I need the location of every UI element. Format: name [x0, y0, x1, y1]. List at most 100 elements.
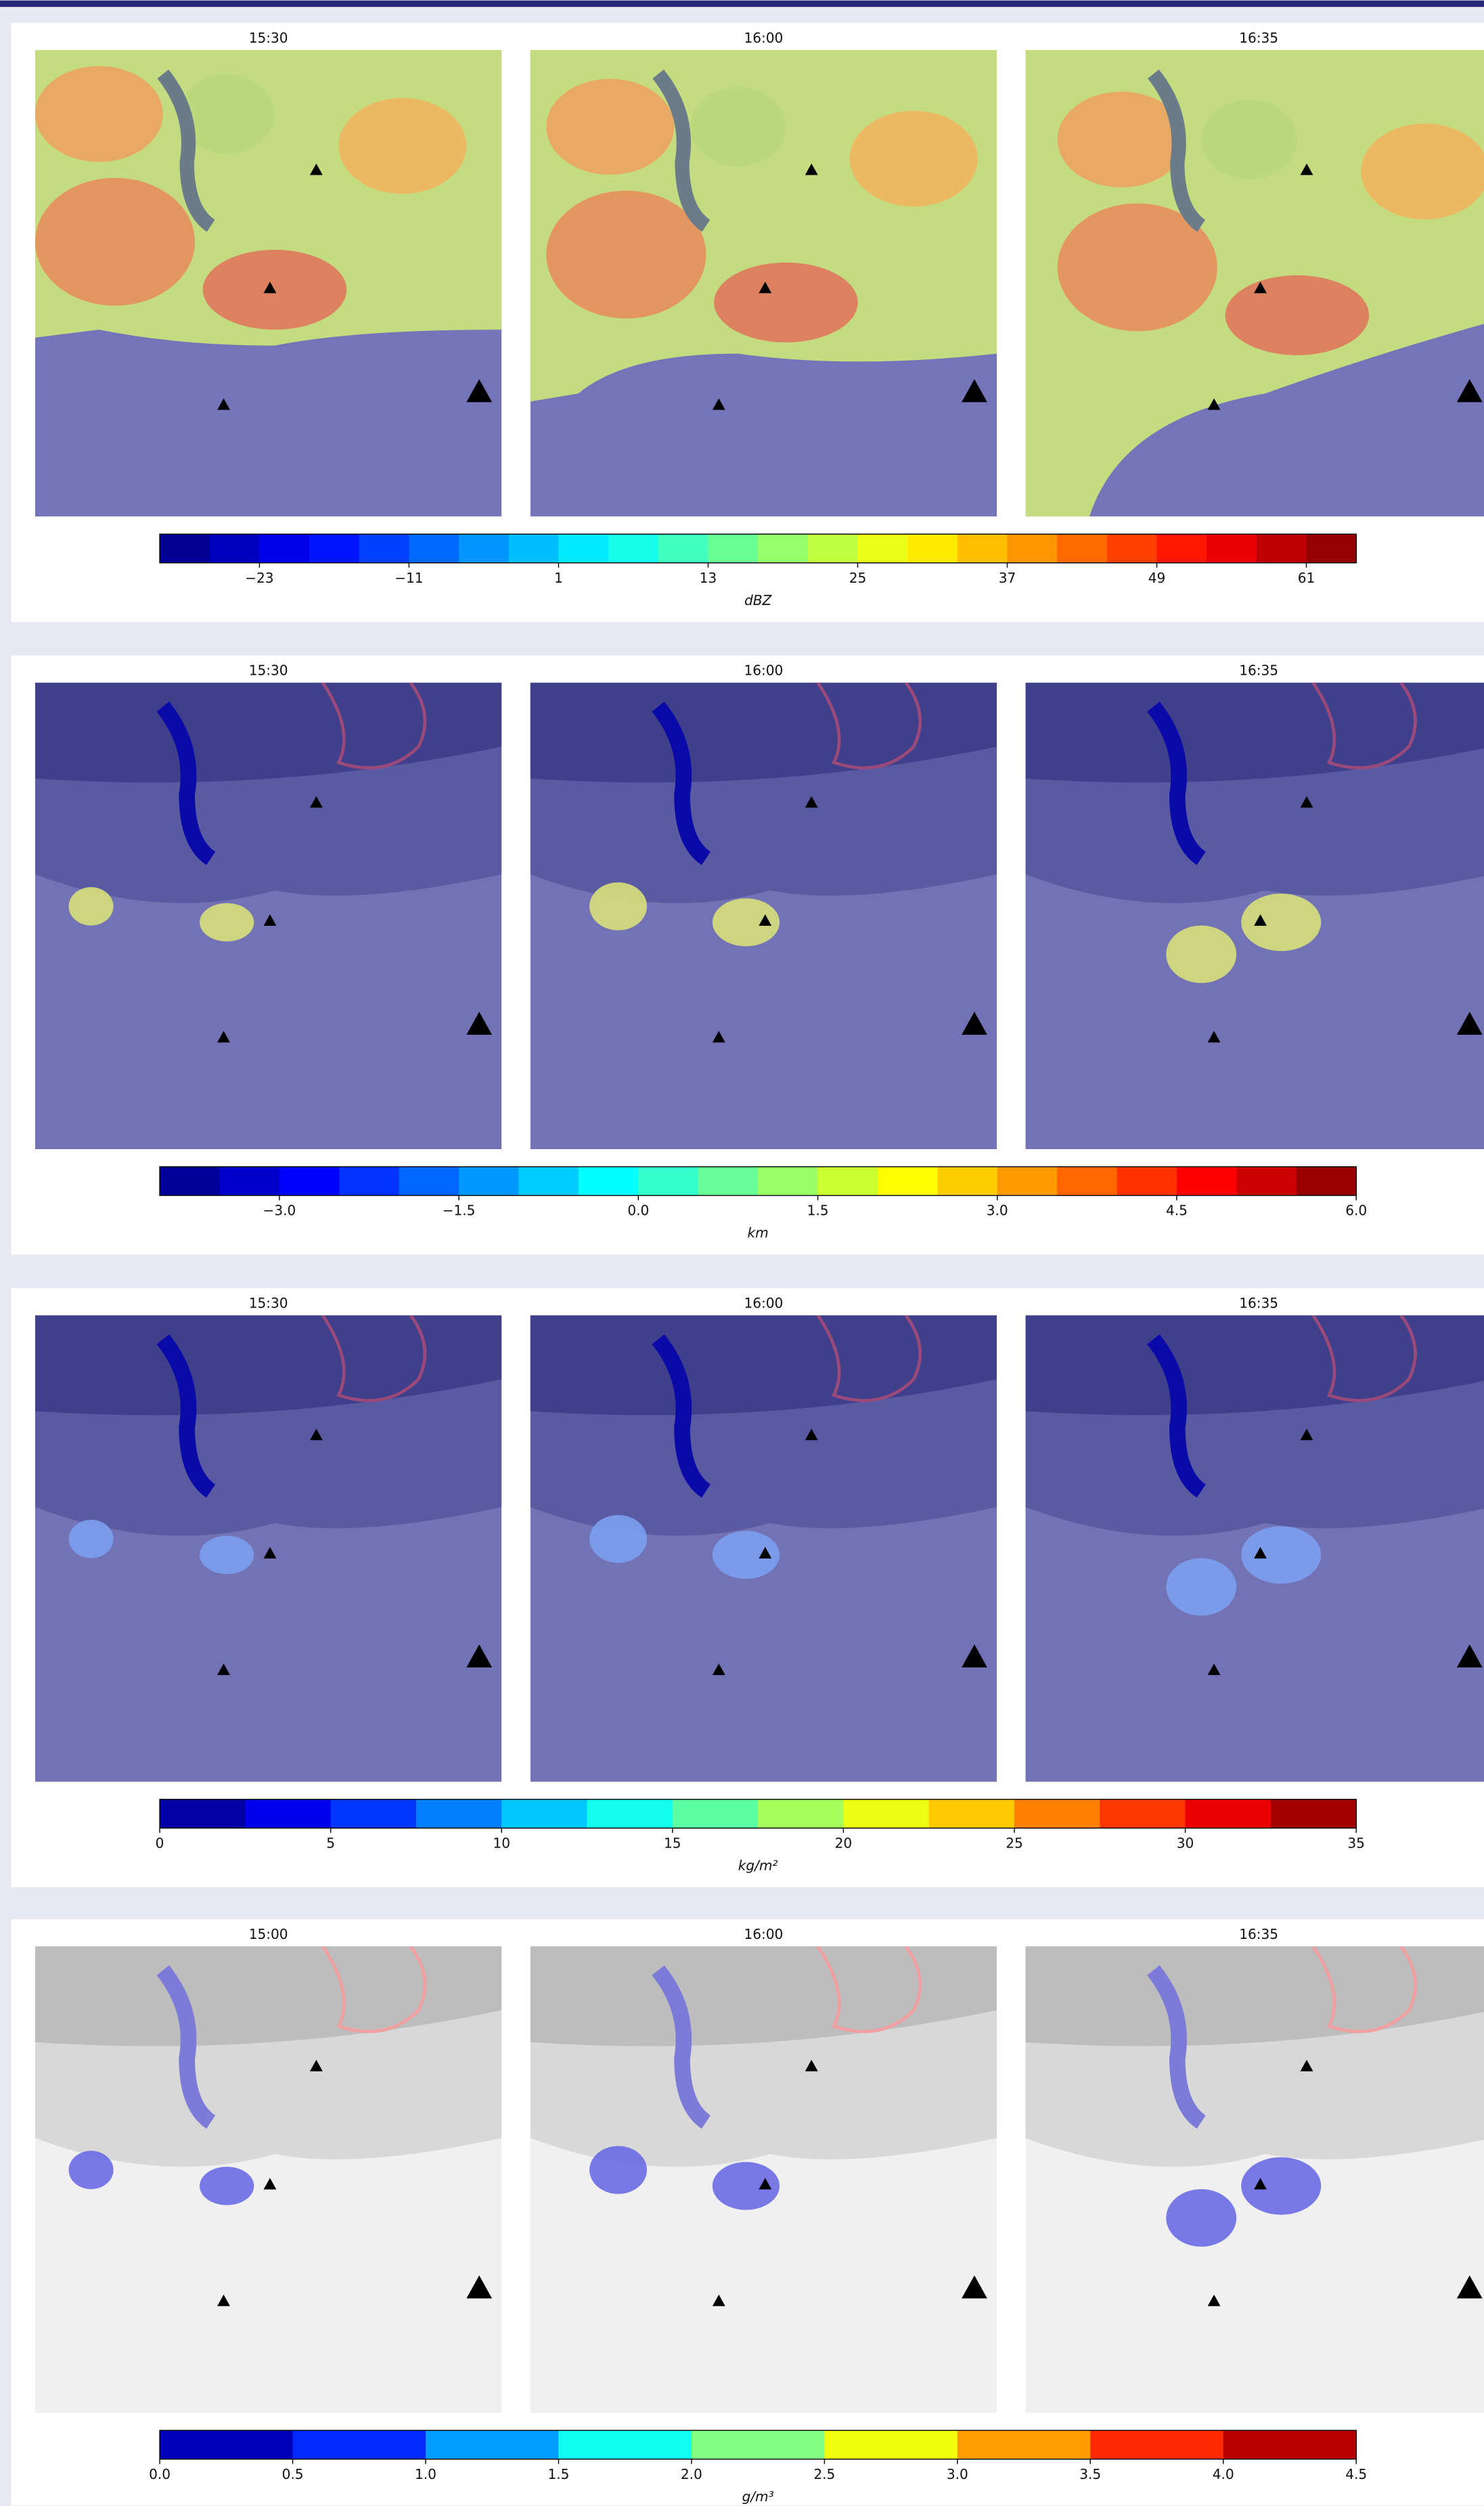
cell [200, 903, 254, 942]
cell [1241, 893, 1321, 951]
colorbar-level [808, 534, 858, 562]
colorbar-tick-label: 2.5 [813, 2466, 835, 2482]
colorbar-tick-label: 0.0 [627, 1203, 649, 1219]
colorbar-tick-label: 1.5 [807, 1203, 829, 1219]
colorbar-level [160, 2430, 293, 2459]
cell [589, 882, 647, 931]
colorbar-level [758, 1167, 818, 1195]
cell [1241, 2157, 1321, 2215]
colorbar-tick-label: 37 [999, 570, 1016, 586]
colorbar-level [359, 534, 409, 562]
colorbar-tick-label: −1.5 [443, 1203, 476, 1219]
colorbar-level [160, 534, 210, 562]
colorbar-level [1117, 1167, 1177, 1195]
colorbar-level [1090, 2430, 1223, 2459]
colorbar-level [409, 534, 459, 562]
map-title: 15:00 [249, 1926, 288, 1942]
cell [69, 1520, 114, 1559]
cell [589, 1515, 647, 1563]
map [531, 1946, 997, 2413]
colorbar-level [459, 534, 509, 562]
colorbar-tick-label: 61 [1298, 570, 1316, 586]
map-title: 16:00 [744, 663, 783, 679]
colorbar-level [558, 2430, 692, 2459]
colorbar-tick-label: 15 [664, 1835, 681, 1851]
cell [200, 1536, 254, 1574]
map [35, 1316, 501, 1782]
map [1026, 1316, 1484, 1782]
map [35, 50, 501, 516]
colorbar-tick-label: 6.0 [1345, 1203, 1367, 1219]
map [1026, 1946, 1484, 2413]
top-bar [0, 1, 1484, 7]
colorbar-level [824, 2430, 958, 2459]
colorbar-level [399, 1167, 459, 1195]
colorbar-level [259, 534, 309, 562]
colorbar-level [1271, 1799, 1357, 1828]
map-title: 16:00 [744, 1295, 783, 1312]
colorbar-level [638, 1167, 698, 1195]
colorbar-level [309, 534, 359, 562]
colorbar-tick-label: 10 [493, 1835, 510, 1851]
colorbar-tick-label: 49 [1148, 570, 1166, 586]
colorbar-level [501, 1799, 587, 1828]
map-title: 16:00 [744, 1926, 783, 1942]
colorbar-level [160, 1799, 246, 1828]
colorbar-tick-label: 0.5 [282, 2466, 304, 2482]
map [531, 683, 997, 1149]
echo-blob [546, 191, 706, 319]
colorbar-level [758, 1799, 844, 1828]
map-title: 15:30 [249, 30, 288, 46]
map-title: 15:30 [249, 1295, 288, 1312]
colorbar-level [1007, 534, 1057, 562]
colorbar-level [1156, 534, 1207, 562]
colorbar-level [210, 534, 260, 562]
colorbar-level [698, 1167, 759, 1195]
page: {"rows": [ {"times": ["15:30", "16:00", … [0, 0, 1484, 2506]
echo-blob [1226, 275, 1369, 355]
colorbar-level [997, 1167, 1058, 1195]
cell [1166, 926, 1236, 983]
map-title: 15:30 [249, 663, 288, 679]
colorbar-level [459, 1167, 519, 1195]
colorbar-tick-label: −23 [245, 570, 273, 586]
colorbar-level [878, 1167, 938, 1195]
map [531, 50, 997, 516]
echo-blob [690, 87, 786, 166]
colorbar-level [658, 534, 709, 562]
colorbar-level [758, 534, 808, 562]
echo-blob [338, 98, 466, 194]
colorbar-level [958, 2430, 1091, 2459]
colorbar-level [1236, 1167, 1297, 1195]
map-title: 16:35 [1239, 30, 1278, 46]
echo-blob [35, 178, 195, 306]
colorbar-tick-label: 1.0 [415, 2466, 436, 2482]
map [35, 1946, 501, 2413]
cell [1166, 1558, 1236, 1615]
colorbar-level [929, 1799, 1015, 1828]
colorbar-tick-label: −3.0 [263, 1203, 296, 1219]
colorbar-tick-label: 0 [156, 1835, 164, 1851]
colorbar-level [293, 2430, 426, 2459]
colorbar-level [843, 1799, 929, 1828]
colorbar-level [937, 1167, 997, 1195]
echo-blob [1201, 99, 1297, 179]
colorbar-level [1107, 534, 1157, 562]
colorbar-tick-label: 3.0 [947, 2466, 968, 2482]
colorbar-level [1014, 1799, 1100, 1828]
colorbar-level [509, 534, 559, 562]
colorbar-level [708, 534, 758, 562]
colorbar-level [1297, 1167, 1357, 1195]
colorbar-tick-label: 25 [849, 570, 867, 586]
echo-blob [203, 250, 346, 330]
colorbar-level [587, 1799, 673, 1828]
map [531, 1316, 997, 1782]
colorbar-tick-label: 30 [1177, 1835, 1194, 1851]
colorbar-level [558, 534, 608, 562]
colorbar-level [245, 1799, 331, 1828]
figure: 15:3016:0016:35−23−1111325374961dBZ15:30… [0, 0, 1484, 2506]
cell [69, 2151, 114, 2189]
echo-blob [850, 111, 978, 207]
colorbar-level [1057, 534, 1107, 562]
colorbar-level [219, 1167, 279, 1195]
